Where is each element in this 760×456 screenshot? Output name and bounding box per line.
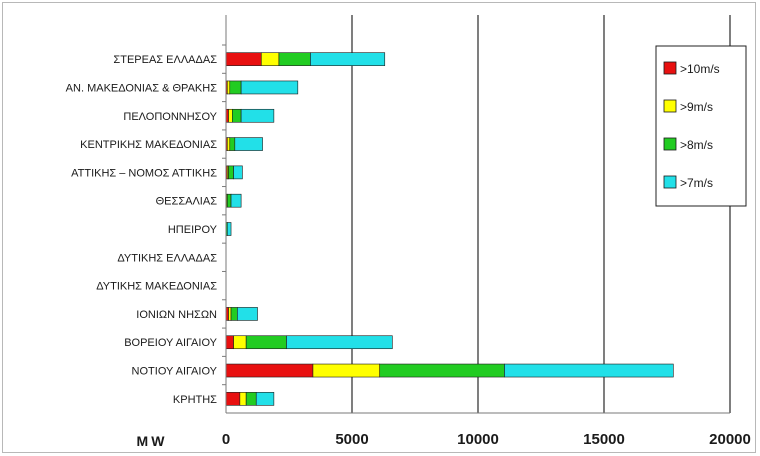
bar-segment [237,307,258,321]
bar-segment [379,363,505,378]
legend-label: >10m/s [680,62,720,76]
legend-swatch [663,137,677,151]
category-label: ΚΕΝΤΡΙΚΗΣ ΜΑΚΕΔΟΝΙΑΣ [80,139,217,151]
bar-segment [229,137,236,151]
bar-segment [240,80,299,95]
legend-swatch [663,99,677,113]
category-label: ΙΟΝΙΩΝ ΝΗΣΩΝ [136,309,217,321]
x-tick-label: 5000 [335,431,368,448]
bar-segment [278,52,311,66]
bar-segment [230,307,238,321]
legend-label: >8m/s [680,138,713,152]
x-axis-label: MW [137,433,168,449]
legend-label: >9m/s [680,100,713,114]
bar-segment [245,392,257,406]
bar-segment [312,363,381,378]
bar-segment [228,108,233,123]
category-label: ΒΟΡΕΙΟΥ ΑΙΓΑΙΟΥ [124,337,217,349]
bar-segment [233,335,247,350]
category-labels: ΣΤΕΡΕΑΣ ΕΛΛΑΔΑΣ ΑΝ. ΜΑΚΕΔΟΝΙΑΣ & ΘΡΑΚΗΣ ΠΕ… [66,44,226,406]
bar-segment [225,52,262,66]
category-label: ΘΕΣΣΑΛΙΑΣ [156,196,218,208]
x-tick-labels: 0 5000 10000 15000 20000 [222,431,751,448]
x-tick-label: 0 [222,431,230,448]
bar-segment [229,80,242,95]
bar-segment [310,52,386,66]
bar-segment [226,222,232,236]
bar-segment [286,335,393,350]
category-label: ΑΤΤΙΚΗΣ – ΝΟΜΟΣ ΑΤΤΙΚΗΣ [71,167,217,179]
bar-segment [226,80,231,95]
bar-segment [504,363,674,378]
x-tick-label: 10000 [457,431,499,448]
category-label: ΝΟΤΙΟΥ ΑΙΓΑΙΟΥ [132,366,218,378]
bar-segment [245,335,287,350]
bar-segment [260,52,280,66]
legend-swatch [663,61,677,75]
bar-segment [234,137,263,151]
bar-segment [230,193,242,208]
x-tick-label: 20000 [709,431,751,448]
x-tick-label: 15000 [583,431,625,448]
bar-segment [228,307,232,321]
category-label: ΔΥΤΙΚΗΣ ΕΛΛΑΔΑΣ [117,252,217,264]
bar-segment [232,108,242,123]
bar-segment [228,165,234,180]
category-label: ΔΥΤΙΚΗΣ ΜΑΚΕΔΟΝΙΑΣ [96,281,217,293]
bar-segment [255,392,275,406]
bar-segment [226,193,232,208]
bar-segment [225,363,314,378]
bar-segment [240,108,275,123]
category-label: ΣΤΕΡΕΑΣ ΕΛΛΑΔΑΣ [113,54,217,66]
bar-segment [226,137,231,151]
bar-segment [225,392,241,406]
legend: >10m/s >9m/s >8m/s >7m/s [655,45,747,207]
bar-segment [239,392,247,406]
category-label: ΠΕΛΟΠΟΝΝΗΣΟΥ [123,111,217,123]
category-label: ΑΝ. ΜΑΚΕΔΟΝΙΑΣ & ΘΡΑΚΗΣ [66,82,218,94]
category-label: ΗΠΕΙΡΟΥ [168,224,218,236]
bar-segment [225,335,234,350]
legend-swatch [663,175,677,189]
bar-layer [225,52,674,406]
bar-segment [233,165,243,180]
legend-label: >7m/s [680,176,713,190]
category-label: ΚΡΗΤΗΣ [173,394,217,406]
